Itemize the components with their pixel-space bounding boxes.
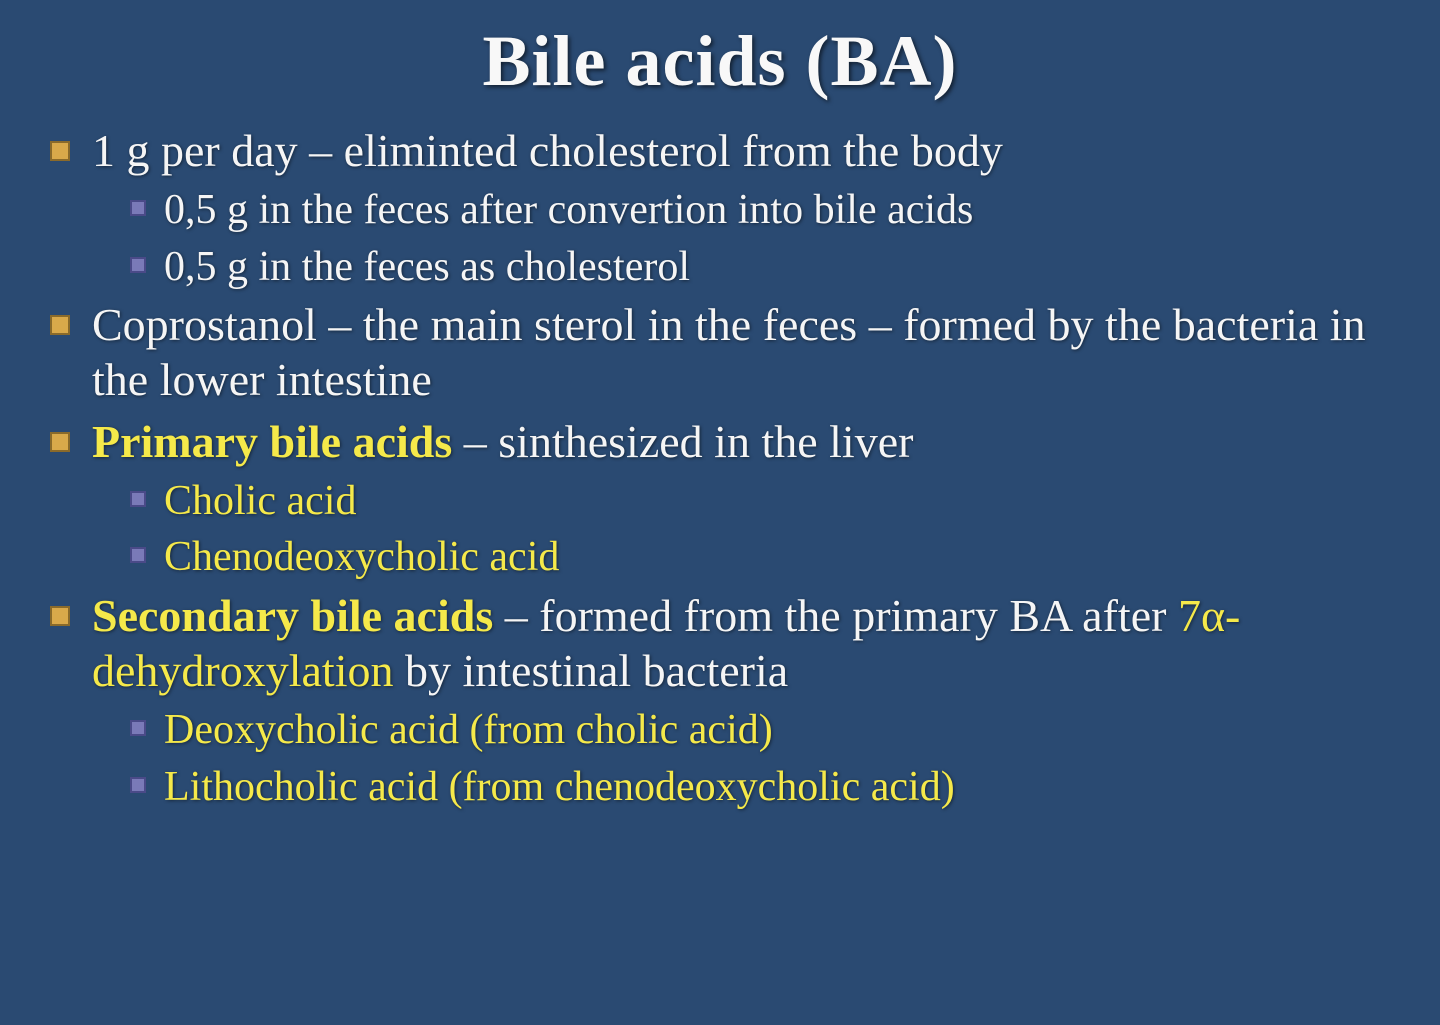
- bullet-item: Primary bile acids – sinthesized in the …: [50, 414, 1390, 469]
- bullet-text: Secondary bile acids – formed from the p…: [92, 588, 1390, 698]
- sub-bullet-item: Cholic acid: [130, 475, 1390, 528]
- square-bullet-icon: [50, 432, 70, 452]
- square-bullet-icon: [130, 491, 146, 507]
- bullet-text: Chenodeoxycholic acid: [164, 531, 1390, 584]
- bullet-item: Secondary bile acids – formed from the p…: [50, 588, 1390, 698]
- sub-bullet-item: Chenodeoxycholic acid: [130, 531, 1390, 584]
- square-bullet-icon: [130, 777, 146, 793]
- bullet-item: Coprostanol – the main sterol in the fec…: [50, 297, 1390, 407]
- emphasis-text: Primary bile acids: [92, 416, 452, 467]
- bullet-text: 1 g per day – eliminted cholesterol from…: [92, 123, 1390, 178]
- square-bullet-icon: [130, 200, 146, 216]
- slide-title: Bile acids (BA): [40, 20, 1400, 103]
- square-bullet-icon: [50, 606, 70, 626]
- square-bullet-icon: [50, 141, 70, 161]
- square-bullet-icon: [50, 315, 70, 335]
- bullet-text: 0,5 g in the feces as cholesterol: [164, 241, 1390, 294]
- plain-text: – formed from the primary BA after: [493, 590, 1178, 641]
- bullet-item: 1 g per day – eliminted cholesterol from…: [50, 123, 1390, 178]
- bullet-text: Deoxycholic acid (from cholic acid): [164, 704, 1390, 757]
- slide-content: 1 g per day – eliminted cholesterol from…: [40, 123, 1400, 813]
- sub-bullet-item: Lithocholic acid (from chenodeoxycholic …: [130, 761, 1390, 814]
- sub-bullet-item: 0,5 g in the feces after convertion into…: [130, 184, 1390, 237]
- plain-text: – sinthesized in the liver: [452, 416, 913, 467]
- sub-bullet-item: Deoxycholic acid (from cholic acid): [130, 704, 1390, 757]
- bullet-text: Primary bile acids – sinthesized in the …: [92, 414, 1390, 469]
- square-bullet-icon: [130, 257, 146, 273]
- emphasis-text: Secondary bile acids: [92, 590, 493, 641]
- sub-bullet-item: 0,5 g in the feces as cholesterol: [130, 241, 1390, 294]
- bullet-text: Coprostanol – the main sterol in the fec…: [92, 297, 1390, 407]
- bullet-text: 0,5 g in the feces after convertion into…: [164, 184, 1390, 237]
- plain-text: by intestinal bacteria: [394, 645, 789, 696]
- square-bullet-icon: [130, 547, 146, 563]
- bullet-text: Cholic acid: [164, 475, 1390, 528]
- bullet-text: Lithocholic acid (from chenodeoxycholic …: [164, 761, 1390, 814]
- square-bullet-icon: [130, 720, 146, 736]
